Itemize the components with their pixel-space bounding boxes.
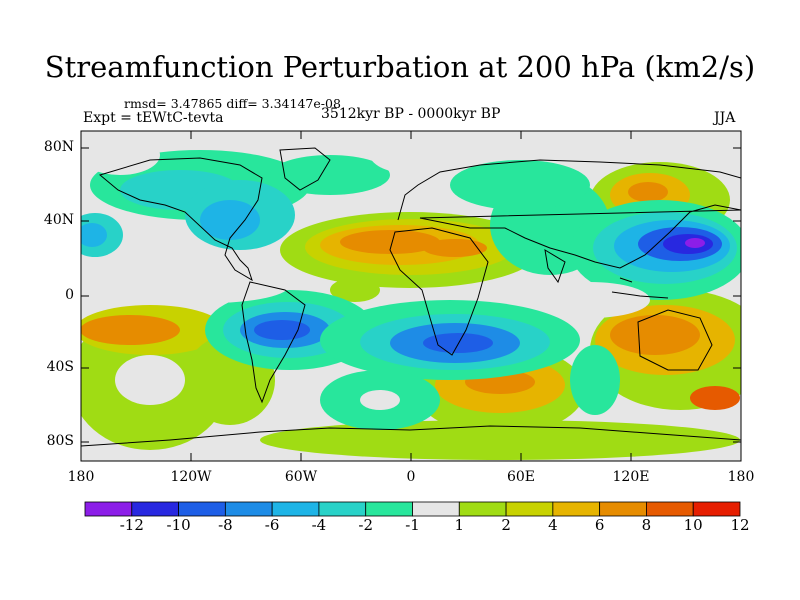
colorbar-swatch [692,501,741,517]
colorbar-label: -6 [264,516,280,534]
map-title: Streamfunction Perturbation at 200 hPa (… [44,50,756,84]
colorbar-swatch [599,501,647,517]
field-layer [81,135,741,460]
colorbar-label: -10 [166,516,191,534]
y-tick-label: 0 [65,287,74,303]
y-tick-label: 40S [46,359,74,375]
colorbar-label: -8 [218,516,233,534]
coastline-greenland [279,147,331,191]
coastline-north-america [98,157,263,282]
coastline-antarctica [81,425,741,447]
experiment-label: Expt = tEWtC-tevta [83,110,224,126]
colorbar-swatch [224,501,273,517]
colorbar [84,501,741,517]
y-tick-label: 40N [43,212,74,228]
colorbar-label: 8 [641,516,652,534]
y-tick-label: 80S [46,433,74,449]
colorbar-label: -2 [358,516,373,534]
y-tick-label: 80N [43,139,74,155]
x-tick-label: 180 [67,469,95,485]
positive-anomalies [81,162,741,460]
negative-anomalies [81,150,741,430]
coastline-maritime [611,277,669,299]
coastline-europe-asia [397,159,741,269]
coastlines [81,147,741,447]
colorbar-swatch [365,501,413,517]
coastline-africa [389,227,489,356]
colorbar-label: 12 [730,516,750,534]
x-tick-label: 120W [170,469,212,485]
season-label: JJA [714,110,736,126]
rmsd-stats: rmsd= 3.47865 diff= 3.34147e-08 [124,96,341,111]
x-tick-label: 180 [727,469,755,485]
colorbar-swatch [646,501,694,517]
colorbar-swatch [505,501,554,517]
colorbar-label: 10 [683,516,703,534]
axis-ticks [81,131,741,461]
x-tick-label: 120E [612,469,650,485]
colorbar-label: 6 [594,516,605,534]
colorbar-swatch [131,501,179,517]
coastline-south-america [241,281,306,404]
x-tick-label: 60W [284,469,318,485]
colorbar-label: 1 [454,516,465,534]
coastline-india [544,249,566,284]
colorbar-swatch [84,501,133,517]
colorbar-swatch [178,501,226,517]
period-label: 3512kyr BP - 0000kyr BP [321,106,501,122]
colorbar-label: 2 [501,516,511,534]
colorbar-swatch [552,501,601,517]
colorbar-swatch [412,501,460,517]
colorbar-label: -1 [405,516,420,534]
colorbar-label: -4 [311,516,327,534]
colorbar-swatch [271,501,320,517]
colorbar-swatch [318,501,367,517]
colorbar-label: -12 [119,516,144,534]
coastline-australia [637,309,713,371]
colorbar-swatch [458,501,507,517]
colorbar-label: 4 [548,516,558,534]
x-tick-label: 0 [406,469,416,485]
x-tick-label: 60E [506,469,536,485]
